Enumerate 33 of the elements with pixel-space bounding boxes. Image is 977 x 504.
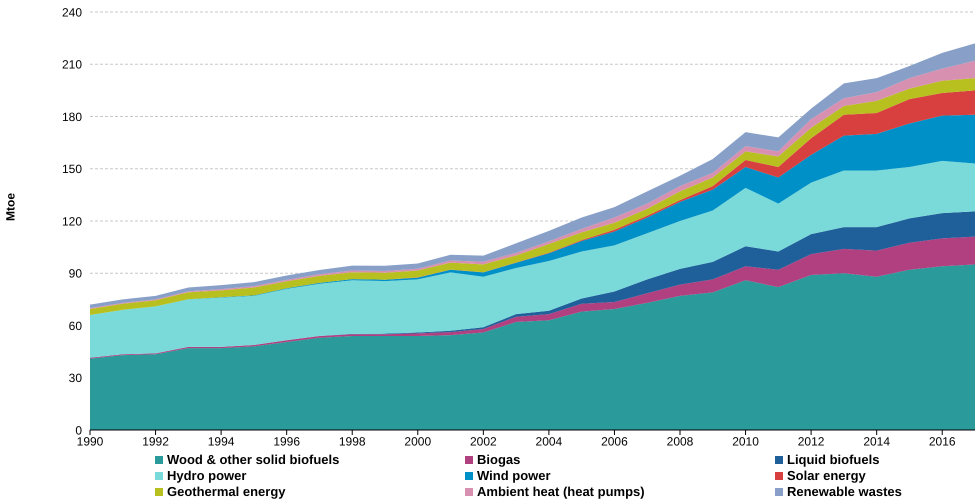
x-tick-label: 1990 (76, 434, 104, 449)
x-tick-label: 2000 (404, 434, 432, 449)
y-tick-label: 90 (68, 266, 82, 281)
y-tick-label: 150 (62, 162, 82, 176)
x-tick-label: 1992 (142, 434, 170, 449)
legend-label: Liquid biofuels (787, 452, 880, 468)
x-tick-label: 2016 (928, 434, 956, 449)
legend-label: Wind power (477, 468, 551, 484)
x-tick-label: 2004 (536, 434, 563, 449)
y-tick-label: 180 (62, 110, 82, 124)
y-tick-label: 30 (68, 371, 82, 386)
y-tick-label: 0 (75, 423, 82, 438)
x-tick-label: 2006 (601, 434, 628, 449)
y-tick-label: 60 (68, 318, 82, 333)
legend-label: Solar energy (787, 468, 866, 484)
y-tick-label: 240 (62, 5, 82, 20)
x-tick-label: 2010 (732, 434, 760, 449)
legend-label: Wood & other solid biofuels (167, 452, 340, 468)
x-tick-label: 1994 (208, 434, 235, 449)
legend-label: Renewable wastes (787, 484, 902, 500)
legend-label: Geothermal energy (167, 484, 286, 500)
legend-label: Biogas (477, 452, 520, 468)
y-tick-label: 120 (62, 214, 82, 228)
x-tick-label: 2002 (470, 434, 498, 449)
y-tick-label: 210 (62, 58, 82, 72)
x-tick-label: 1996 (273, 434, 300, 449)
x-tick-label: 1998 (338, 434, 366, 449)
legend-label: Ambient heat (heat pumps) (477, 484, 645, 500)
legend-label: Hydro power (167, 468, 246, 484)
y-axis-title: Mtoe (3, 192, 18, 221)
x-tick-label: 2012 (798, 434, 825, 449)
x-tick-label: 2008 (666, 434, 694, 449)
x-tick-label: 2014 (863, 434, 890, 449)
